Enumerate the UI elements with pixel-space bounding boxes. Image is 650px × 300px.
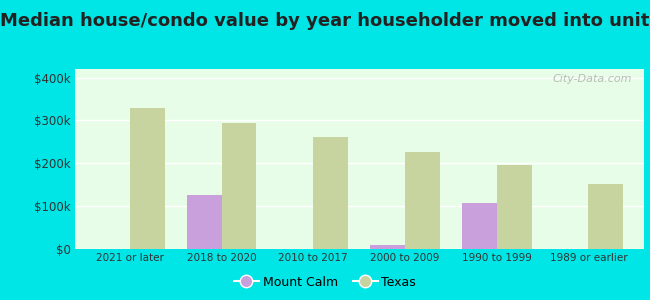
Bar: [130, 108, 164, 249]
Bar: [462, 203, 497, 249]
Bar: [313, 137, 348, 249]
Bar: [222, 123, 256, 249]
Bar: [187, 195, 222, 249]
Legend: Mount Calm, Texas: Mount Calm, Texas: [229, 271, 421, 294]
Text: Median house/condo value by year householder moved into unit: Median house/condo value by year househo…: [0, 12, 650, 30]
Bar: [405, 152, 440, 249]
Bar: [370, 245, 405, 249]
Bar: [497, 165, 532, 249]
Text: City-Data.com: City-Data.com: [552, 74, 632, 84]
Bar: [588, 184, 623, 249]
